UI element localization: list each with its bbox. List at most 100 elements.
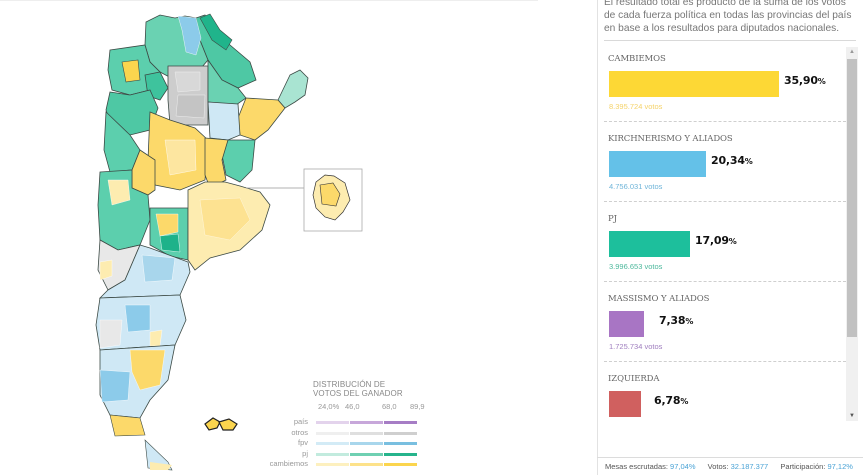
legend-swatch	[316, 463, 349, 466]
party-item-kirchnerismo[interactable]: KIRCHNERISMO Y ALIADOS 20,34% 4.756.031 …	[604, 123, 846, 203]
intro-text: El resultado total es producto de la sum…	[604, 0, 852, 34]
legend-title-line2: VOTOS DEL GANADOR	[313, 389, 403, 398]
santa-cruz-fpv	[99, 369, 131, 403]
divider	[0, 0, 538, 1]
results-scrollbar[interactable]: ▲ ▼	[846, 47, 858, 421]
divider	[604, 361, 846, 362]
party-votes: 3.996.653 votos	[609, 262, 663, 271]
party-bar	[609, 231, 690, 257]
legend-title: DISTRIBUCIÓN DE VOTOS DEL GANADOR	[313, 380, 433, 398]
la-pampa-cambiemos	[155, 213, 179, 237]
party-name: KIRCHNERISMO Y ALIADOS	[608, 134, 733, 144]
mesas-label: Mesas escrutadas:	[605, 462, 668, 471]
legend-swatch	[316, 432, 349, 435]
province-santa-fe-north	[207, 101, 241, 141]
votos-value: 32.187.377	[730, 462, 769, 471]
legend-tick: 46,0	[345, 402, 360, 411]
cordoba-light	[164, 139, 197, 176]
islas-malvinas	[204, 417, 238, 431]
party-votes: 1.725.734 votos	[609, 342, 663, 351]
party-bar	[609, 71, 779, 97]
legend: DISTRIBUCIÓN DE VOTOS DEL GANADOR 24,0% …	[262, 378, 432, 473]
legend-swatch	[316, 421, 349, 424]
party-item-cambiemos[interactable]: CAMBIEMOS 35,90% 8.395.724 votos	[604, 43, 846, 123]
legend-swatch	[350, 432, 383, 435]
santa-cruz-cambiemos	[129, 349, 166, 391]
legend-tick: 24,0%	[318, 402, 340, 411]
party-bar	[609, 311, 644, 337]
divider	[604, 201, 846, 202]
legend-row-pj: pj	[262, 449, 432, 459]
legend-swatch	[384, 453, 417, 456]
legend-swatch	[350, 463, 383, 466]
santiago-inner-2	[175, 94, 206, 119]
map-panel: DISTRIBUCIÓN DE VOTOS DEL GANADOR 24,0% …	[0, 0, 540, 475]
party-name: MASSISMO Y ALIADOS	[608, 294, 710, 304]
party-item-massismo[interactable]: MASSISMO Y ALIADOS 7,38% 1.725.734 votos	[604, 283, 846, 363]
party-item-pj[interactable]: PJ 17,09% 3.996.653 votos	[604, 203, 846, 283]
legend-ticks: 24,0% 46,0 68,0 89,9	[318, 402, 430, 412]
legend-swatch	[350, 442, 383, 445]
party-results-list[interactable]: CAMBIEMOS 35,90% 8.395.724 votos KIRCHNE…	[598, 43, 863, 423]
party-percent: 35,90%	[784, 74, 826, 87]
divider	[604, 40, 856, 41]
legend-row-otros: otros	[262, 428, 432, 438]
legend-row-cambiemos: cambiemos	[262, 459, 432, 469]
legend-swatch	[350, 421, 383, 424]
party-percent: 20,34%	[711, 154, 753, 167]
legend-tick: 68,0	[382, 402, 397, 411]
legend-row-label: país	[293, 417, 308, 426]
legend-row-label: otros	[291, 428, 308, 437]
neuquen-cambiemos	[99, 259, 113, 281]
chubut-otros	[99, 319, 123, 349]
salta-fpv-area	[177, 15, 202, 56]
argentina-results-map[interactable]	[0, 0, 540, 475]
mesas-value: 97,04%	[670, 462, 696, 471]
legend-title-line1: DISTRIBUCIÓN DE	[313, 380, 386, 389]
party-bar	[609, 391, 641, 417]
legend-swatch	[384, 421, 417, 424]
province-santa-fe	[204, 137, 229, 189]
divider	[597, 457, 863, 458]
results-panel: El resultado total es producto de la sum…	[597, 0, 863, 475]
catamarca-cambiemos	[121, 59, 141, 83]
mendoza-cambiemos	[107, 179, 131, 206]
party-bar	[609, 151, 706, 177]
tierra-del-fuego-south	[150, 462, 172, 470]
scroll-up-arrow-icon[interactable]: ▲	[849, 49, 855, 55]
province-chaco-north	[199, 13, 233, 51]
legend-swatch	[316, 453, 349, 456]
chubut-fpv	[124, 304, 151, 333]
legend-row-pais: país	[262, 417, 432, 427]
legend-tick: 89,9	[410, 402, 425, 411]
party-name: CAMBIEMOS	[608, 54, 666, 64]
divider	[604, 281, 846, 282]
party-name: PJ	[608, 214, 617, 224]
party-percent: 17,09%	[695, 234, 737, 247]
legend-swatch	[384, 463, 417, 466]
scroll-down-arrow-icon[interactable]: ▼	[849, 413, 855, 419]
participacion-value: 97,12%	[827, 462, 853, 471]
scroll-thumb[interactable]	[847, 59, 857, 337]
inset-gba-inner	[319, 182, 341, 207]
party-name: IZQUIERDA	[608, 374, 660, 384]
divider	[604, 121, 846, 122]
buenos-aires-inner	[199, 197, 251, 241]
party-votes: 8.395.724 votos	[609, 102, 663, 111]
province-corrientes	[237, 97, 286, 141]
participacion-label: Participación:	[780, 462, 826, 471]
legend-swatch	[384, 442, 417, 445]
province-entre-rios	[221, 139, 256, 183]
party-percent: 6,78%	[654, 394, 689, 407]
legend-row-label: pj	[302, 449, 308, 458]
party-votes: 4.756.031 votos	[609, 182, 663, 191]
legend-row-fpv: fpv	[262, 438, 432, 448]
legend-swatch	[316, 442, 349, 445]
results-footer: Mesas escrutadas: 97,04% Votos: 32.187.3…	[605, 462, 853, 471]
party-item-izquierda[interactable]: IZQUIERDA 6,78%	[604, 363, 844, 423]
legend-row-label: fpv	[297, 438, 308, 447]
chubut-cambiemos	[149, 329, 163, 347]
legend-row-label: cambiemos	[269, 459, 308, 468]
santiago-inner-1	[174, 71, 201, 93]
santa-cruz-south	[109, 414, 146, 437]
